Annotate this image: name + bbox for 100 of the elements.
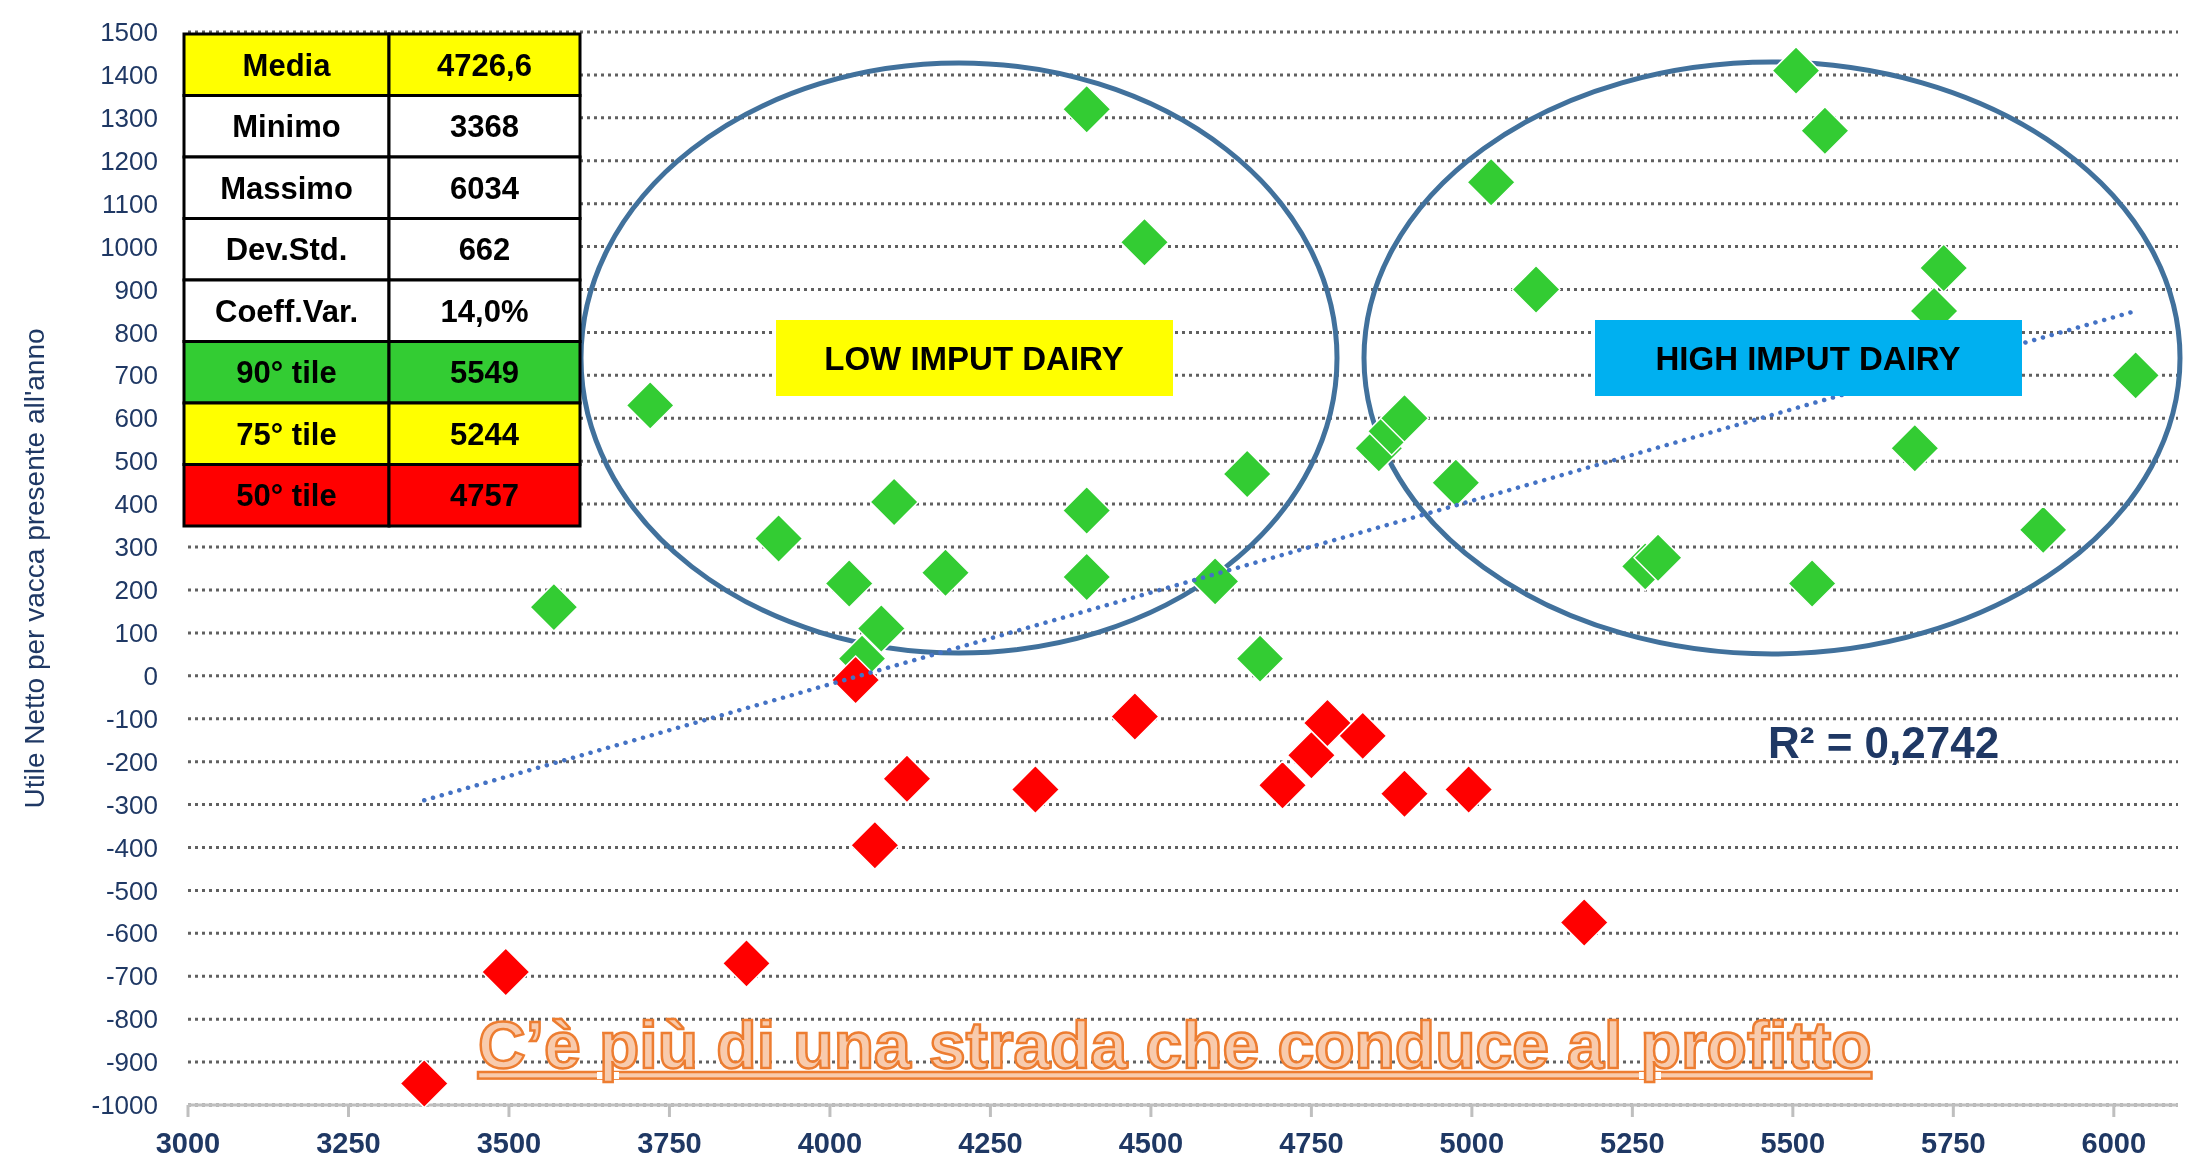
- point: [1431, 457, 1481, 508]
- y-tick-label: 500: [114, 446, 158, 477]
- y-axis-title: Utile Netto per vacca presente all'anno: [19, 328, 50, 809]
- x-tick-label: 3000: [155, 1127, 221, 1159]
- y-tick-label: -400: [105, 832, 158, 863]
- point: [830, 655, 881, 705]
- y-tick-label: -1000: [91, 1090, 158, 1121]
- point: [869, 477, 919, 527]
- y-tick-label: 1100: [102, 188, 158, 219]
- point: [481, 947, 531, 997]
- x-tick-label: 4750: [1279, 1127, 1344, 1159]
- y-tick-label: 900: [114, 274, 158, 305]
- x-tick-label: 4500: [1118, 1127, 1184, 1159]
- point: [1337, 711, 1388, 761]
- annotation: 3368: [450, 109, 519, 145]
- point: [1443, 764, 1494, 815]
- annotation: 75° tile: [236, 416, 337, 452]
- y-tick-label: 700: [114, 360, 158, 391]
- point: [529, 582, 579, 632]
- y-tick-label: 300: [114, 532, 158, 563]
- annotation: 90° tile: [236, 355, 337, 391]
- y-tick-label: -800: [105, 1004, 158, 1035]
- x-tick-label: 3500: [476, 1127, 542, 1159]
- point: [1771, 45, 1821, 96]
- y-tick-label: 100: [114, 617, 158, 648]
- annotation: 14,0%: [440, 293, 529, 329]
- y-tick-label: 200: [114, 575, 158, 606]
- annotation: HIGH IMPUT DAIRY: [1655, 339, 1961, 377]
- annotation: 5549: [450, 355, 519, 391]
- point: [1119, 217, 1170, 268]
- point: [1379, 393, 1430, 444]
- y-tick-label: -200: [105, 746, 158, 777]
- y-tick-label: 400: [114, 489, 158, 520]
- point: [399, 1058, 449, 1109]
- y-tick-label: 0: [143, 660, 158, 691]
- annotation: Minimo: [232, 109, 341, 145]
- y-tick-label: 1400: [100, 60, 158, 91]
- point: [1379, 769, 1430, 819]
- point: [920, 548, 971, 598]
- point: [1466, 157, 1516, 207]
- x-tick-label: 3750: [637, 1127, 702, 1159]
- annotation: Massimo: [220, 170, 353, 206]
- annotation: LOW IMPUT DAIRY: [824, 339, 1124, 377]
- annotation: 4757: [450, 478, 519, 514]
- annotation: 6034: [450, 170, 520, 206]
- point: [1010, 764, 1061, 815]
- annotation: C’è più di una strada che conduce al profitto: [478, 1008, 1872, 1082]
- point: [1235, 633, 1285, 684]
- y-tick-label: -500: [105, 875, 158, 906]
- x-tick-label: 5000: [1439, 1127, 1505, 1159]
- annotation: Coeff.Var.: [215, 293, 358, 329]
- point: [856, 603, 907, 654]
- point: [1633, 533, 1683, 583]
- point: [1110, 691, 1160, 742]
- x-tick-label: 6000: [2081, 1127, 2147, 1159]
- point: [721, 938, 772, 989]
- point: [753, 513, 804, 564]
- point: [2110, 350, 2161, 401]
- point: [1061, 485, 1112, 536]
- point: [1511, 264, 1561, 315]
- x-tick-label: 5250: [1600, 1127, 1665, 1159]
- x-tick-label: 3250: [316, 1127, 381, 1159]
- point: [1800, 105, 1850, 156]
- point: [882, 754, 932, 804]
- y-tick-label: -300: [105, 789, 158, 820]
- point: [1061, 84, 1112, 135]
- point: [625, 380, 675, 431]
- y-tick-label: -900: [105, 1047, 158, 1078]
- point: [1918, 243, 1969, 293]
- point: [1257, 760, 1308, 810]
- label-box: HIGH IMPUT DAIRY: [1595, 320, 2022, 396]
- point: [1787, 558, 1837, 609]
- y-tick-label: -100: [105, 703, 158, 734]
- annotation: 662: [458, 232, 511, 268]
- point: [824, 558, 874, 609]
- x-tick-label: 5500: [1760, 1127, 1826, 1159]
- y-tick-label: -600: [105, 918, 158, 949]
- annotation: R² = 0,2742: [1768, 718, 2000, 768]
- point: [1890, 423, 1940, 474]
- point: [1061, 552, 1112, 602]
- annotation: 5244: [450, 416, 520, 452]
- point: [1190, 556, 1240, 607]
- point: [1559, 897, 1609, 948]
- x-tick-label: 5750: [1921, 1127, 1986, 1159]
- point: [1222, 449, 1272, 499]
- y-tick-label: 800: [114, 317, 158, 348]
- annotation: 50° tile: [236, 478, 337, 514]
- y-tick-label: 600: [114, 403, 158, 434]
- point: [850, 820, 900, 871]
- point: [1286, 730, 1337, 780]
- y-tick-label: 1500: [100, 17, 158, 48]
- annotation: Dev.Std.: [225, 232, 348, 268]
- y-tick-label: 1200: [100, 145, 158, 176]
- annotation: 4726,6: [437, 47, 532, 83]
- annotation: Media: [242, 47, 332, 83]
- label-box: LOW IMPUT DAIRY: [776, 320, 1173, 396]
- point: [2018, 505, 2068, 555]
- y-tick-label: 1300: [100, 102, 158, 133]
- x-tick-label: 4000: [797, 1127, 863, 1159]
- y-tick-label: -700: [105, 961, 158, 992]
